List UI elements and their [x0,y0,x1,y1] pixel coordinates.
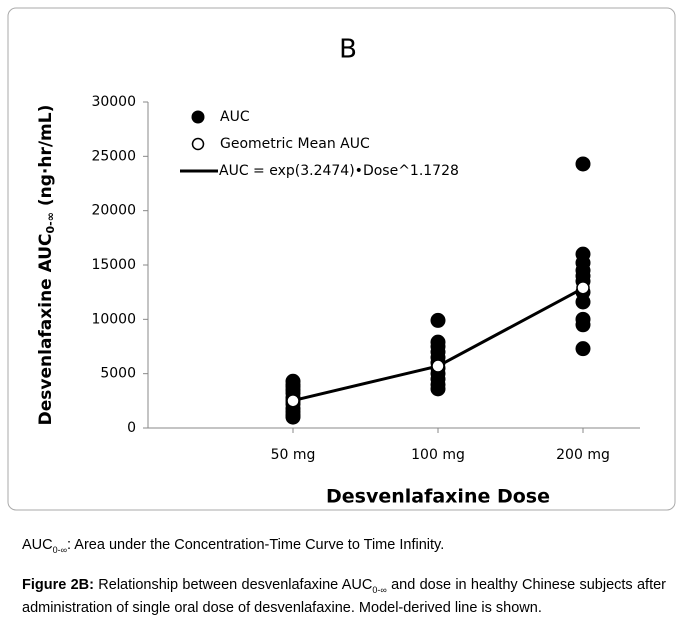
note-abbr: AUC [22,537,53,553]
legend-marker [191,137,205,151]
x-tick-label: 100 mg [411,447,465,463]
figure-sub: 0-∞ [372,584,387,595]
y-tick-label: 0 [127,420,136,436]
figure-text: Relationship between desvenlafaxine AUC [93,577,373,593]
caption-note: AUC0-∞: Area under the Concentration-Tim… [22,536,666,559]
x-tick-label: 200 mg [556,447,610,463]
chart-frame [7,7,676,511]
y-label-unit: (ng·hr/mL) [36,105,56,212]
caption-figure: Figure 2B: Relationship between desvenla… [22,576,666,617]
note-sub: 0-∞ [52,544,68,555]
y-label-main: Desvenlafaxine AUC [36,233,56,425]
note-text: : Area under the Concentration-Time Curv… [67,537,445,553]
auc-point [430,312,446,328]
y-tick-label: 5000 [100,366,136,382]
mean-point [431,359,445,373]
y-axis-label: Desvenlafaxine AUC0-∞ (ng·hr/mL) [36,105,57,426]
auc-point [575,156,591,172]
auc-point [575,317,591,333]
mean-point [286,394,300,408]
y-tick-label: 20000 [91,203,136,219]
x-tick-label: 50 mg [271,447,316,463]
y-label-sub: 0-∞ [44,212,57,233]
x-axis-label: Desvenlafaxine Dose [326,486,550,508]
y-tick-label: 15000 [91,257,136,273]
legend-label: Geometric Mean AUC [220,136,370,152]
auc-point [575,341,591,357]
y-tick-label: 30000 [91,94,136,110]
chart-title: B [339,35,357,65]
auc-point [285,409,301,425]
legend-label: AUC = exp(3.2474)•Dose^1.1728 [219,163,459,179]
auc-point [430,381,446,397]
figure-label: Figure 2B: [22,577,94,593]
auc-point [575,294,591,310]
y-tick-label: 10000 [91,311,136,327]
figure-text-end: and dose in healthy Chinese subjects aft… [22,577,666,616]
legend-marker [191,110,205,124]
legend-label: AUC [220,109,250,125]
mean-point [576,281,590,295]
y-tick-label: 25000 [91,148,136,164]
chart: B Desvenlafaxine Dose Desvenlafaxine AUC… [7,7,676,511]
